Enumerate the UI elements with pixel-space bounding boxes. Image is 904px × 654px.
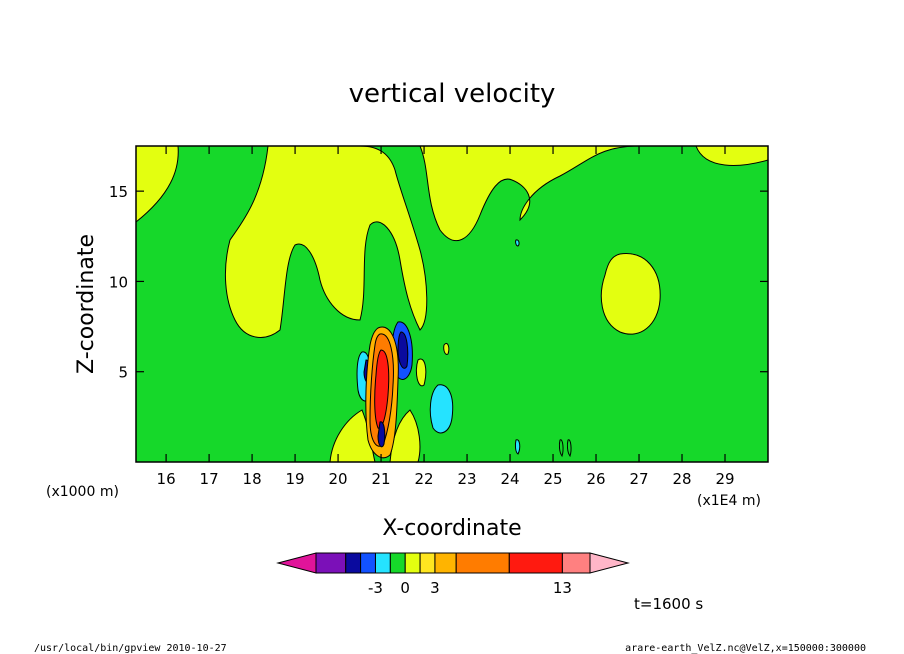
footer-left: /usr/local/bin/gpview 2010-10-27 <box>34 643 227 654</box>
contour-yellow-small <box>443 342 450 355</box>
x-tick-label: 27 <box>629 470 648 488</box>
colorbar-segment <box>360 552 376 574</box>
time-annotation: t=1600 s <box>634 595 703 613</box>
x-tick-label: 21 <box>372 470 391 488</box>
colorbar-segment <box>419 552 436 574</box>
x-tick-label: 26 <box>586 470 605 488</box>
colorbar-tick-label: 3 <box>430 579 440 597</box>
contour-yellow-left-lobe <box>224 146 428 338</box>
colorbar-segment <box>315 552 347 574</box>
x-scale-label: (x1E4 m) <box>697 493 761 509</box>
y-tick-label: 10 <box>109 273 128 291</box>
contour-cyan-dot-3 <box>566 439 572 458</box>
colorbar-min-triangle <box>276 552 317 574</box>
colorbar-tick-label: 13 <box>553 579 572 597</box>
contour-cyan-dot-1 <box>514 439 521 455</box>
chart-title: vertical velocity <box>349 79 556 109</box>
contour-cyan-right <box>429 384 454 434</box>
colorbar-segment <box>345 552 362 574</box>
contour-yellow-right-spot <box>415 358 427 387</box>
colorbar-max-triangle <box>589 552 630 574</box>
y-tick-label: 5 <box>118 364 128 382</box>
colorbar-segment <box>561 552 591 574</box>
x-tick-label: 28 <box>672 470 691 488</box>
x-tick-label: 16 <box>157 470 176 488</box>
footer-right: arare-earth_VelZ.nc@VelZ,x=150000:300000 <box>625 643 866 654</box>
y-axis-ticks: 5 10 15 <box>109 183 768 382</box>
colorbar-segment <box>455 552 510 574</box>
y-tick-label: 15 <box>109 183 128 201</box>
x-tick-label: 17 <box>200 470 219 488</box>
colorbar-segment <box>374 552 391 574</box>
x-axis-label: X-coordinate <box>382 516 521 541</box>
colorbar-tick-label: -3 <box>368 579 383 597</box>
contour-yellow-top-left <box>136 146 179 223</box>
contour-yellow-right-island <box>600 253 661 335</box>
contour-red-core <box>374 349 390 429</box>
x-axis-ticks: 16 17 18 19 20 21 22 23 24 25 26 27 28 29 <box>157 146 735 488</box>
plot-frame <box>135 145 769 463</box>
colorbar-segment <box>389 552 406 574</box>
y-axis-label: Z-coordinate <box>74 234 99 374</box>
colorbar: -3 0 3 13 <box>276 552 630 597</box>
x-tick-label: 25 <box>543 470 562 488</box>
contour-lower-dark <box>377 421 386 448</box>
x-tick-label: 29 <box>715 470 734 488</box>
colorbar-tick-label: 0 <box>400 579 410 597</box>
colorbar-segment <box>508 552 563 574</box>
colorbar-segment <box>434 552 457 574</box>
contour-navy-right <box>397 331 409 369</box>
contour-yellow-bottom <box>329 409 376 462</box>
x-tick-label: 24 <box>500 470 519 488</box>
x-tick-label: 23 <box>458 470 477 488</box>
contour-cyan-dot-2 <box>558 439 564 458</box>
contour-small-dot-upper <box>515 239 520 247</box>
x-tick-label: 20 <box>329 470 348 488</box>
x-tick-label: 22 <box>415 470 434 488</box>
x-tick-label: 19 <box>286 470 305 488</box>
x-tick-label: 18 <box>243 470 262 488</box>
plot-area: 16 17 18 19 20 21 22 23 24 25 26 27 28 29 5 10 15 <box>109 145 769 488</box>
contour-field <box>136 146 768 462</box>
x-unit-label: (x1000 m) <box>46 484 119 500</box>
colorbar-segment <box>404 552 421 574</box>
